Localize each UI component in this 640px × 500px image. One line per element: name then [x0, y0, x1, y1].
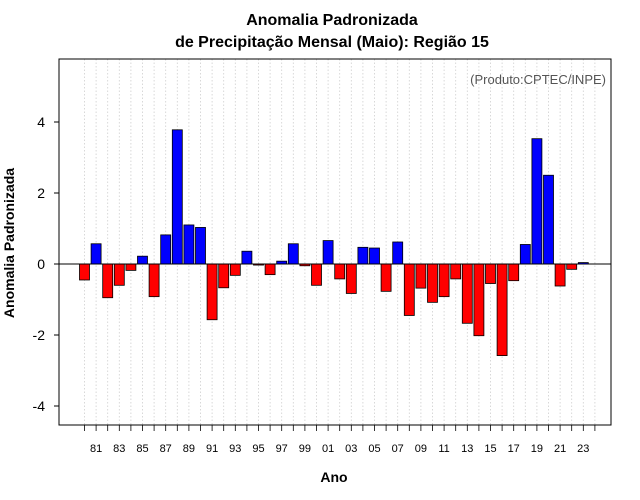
x-tick-label: 95 [252, 443, 264, 455]
bar-2019 [531, 138, 543, 265]
bar-2004 [357, 246, 369, 265]
x-tick-label: 93 [229, 443, 241, 455]
bar-2018 [519, 244, 531, 265]
bar-series [79, 129, 589, 356]
bar-2016 [496, 263, 508, 356]
bar-2020 [543, 174, 554, 265]
y-axis-title: Anomalia Padronizada [1, 168, 17, 318]
x-tick-label: 07 [392, 443, 404, 455]
x-tick-label: 81 [90, 443, 102, 455]
x-tick-label: 23 [577, 443, 589, 455]
y-tick-label: -2 [33, 327, 46, 343]
bar-2022 [566, 263, 578, 270]
bar-1985 [137, 255, 148, 265]
bar-1980 [79, 263, 90, 281]
x-axis: 81 83 85 87 89 91 93 95 97 99 01 03 05 07 09 11 13 15 17 19… [84, 425, 596, 455]
bar-2012 [450, 263, 462, 280]
x-tick-label: 89 [183, 443, 195, 455]
bar-2009 [415, 263, 427, 289]
chart-title: Anomalia Padronizada [246, 12, 418, 29]
bar-1983 [113, 263, 125, 286]
x-tick-label: 91 [206, 443, 218, 455]
x-tick-label: 15 [484, 443, 496, 455]
bar-2003 [345, 263, 357, 294]
bar-1989 [183, 224, 195, 265]
x-tick-label: 17 [508, 443, 520, 455]
bar-1994 [241, 250, 253, 265]
y-tick-label: -4 [33, 398, 46, 414]
bar-2013 [461, 263, 473, 324]
vertical-gridlines [84, 59, 596, 425]
y-tick-label: 2 [37, 185, 45, 201]
bar-1987 [160, 234, 172, 265]
bar-1982 [102, 263, 114, 299]
x-tick-label: 11 [438, 443, 449, 455]
x-tick-label: 09 [415, 443, 427, 455]
y-tick-label: 0 [37, 256, 45, 272]
x-tick-label: 99 [299, 443, 311, 455]
bar-2014 [473, 263, 485, 337]
bar-1996 [264, 263, 276, 276]
chart-subtitle: de Precipitação Mensal (Maio): Região 15 [175, 34, 489, 51]
x-tick-label: 19 [531, 443, 543, 455]
bar-2002 [334, 263, 346, 280]
x-tick-label: 83 [113, 443, 125, 455]
bar-1992 [218, 263, 230, 289]
bar-1981 [90, 243, 102, 265]
bar-1993 [229, 263, 241, 276]
bar-2011 [438, 263, 450, 298]
bar-1984 [125, 263, 137, 271]
bar-1991 [206, 263, 218, 321]
bar-1986 [148, 263, 160, 298]
x-tick-label: 87 [160, 443, 172, 455]
x-tick-label: 97 [276, 443, 288, 455]
x-tick-label: 05 [368, 443, 380, 455]
bar-2017 [508, 263, 520, 282]
bar-2010 [427, 263, 438, 303]
bar-2005 [369, 247, 380, 265]
x-tick-label: 03 [345, 443, 357, 455]
bar-1998 [287, 243, 299, 265]
bar-1988 [171, 129, 183, 265]
x-tick-label: 01 [322, 443, 334, 455]
bar-2001 [322, 240, 334, 265]
x-axis-title: Ano [320, 469, 347, 485]
bar-2008 [403, 263, 415, 316]
bar-2000 [311, 263, 322, 286]
plot-frame [58, 58, 612, 426]
x-tick-label: 21 [554, 443, 566, 455]
y-axis: -4 -2 0 2 4 [33, 114, 59, 414]
bar-2021 [554, 263, 566, 287]
y-tick-label: 4 [37, 114, 45, 130]
source-annotation: (Produto:CPTEC/INPE) [470, 72, 606, 87]
bar-2006 [380, 263, 392, 292]
x-tick-label: 85 [136, 443, 148, 455]
bar-1990 [195, 227, 206, 265]
bar-2015 [485, 263, 496, 284]
bar-2007 [392, 241, 404, 265]
x-tick-label: 13 [461, 443, 473, 455]
